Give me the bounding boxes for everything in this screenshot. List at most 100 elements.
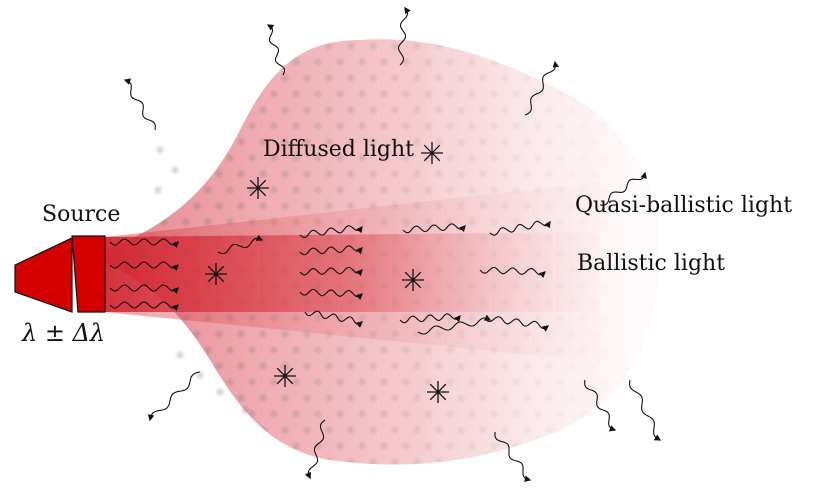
- scatter-dot: [400, 408, 412, 420]
- scatter-dot: [543, 104, 555, 116]
- scatter-dot: [565, 168, 577, 180]
- scatter-dot: [477, 424, 489, 436]
- scatter-dot: [345, 360, 357, 372]
- scatter-dot: [268, 184, 280, 196]
- scatter-dot: [455, 168, 467, 180]
- wavy-arrow-icon: [109, 261, 179, 272]
- source-aperture-icon: [71, 235, 106, 313]
- scatter-dot: [367, 136, 379, 148]
- wavy-arrow-icon: [109, 301, 179, 312]
- scatter-dot: [180, 216, 192, 228]
- scatter-dot: [246, 56, 258, 68]
- scatter-dot: [554, 56, 566, 68]
- scatter-dot: [466, 440, 478, 452]
- scatter-dot: [290, 56, 302, 68]
- scatter-dot: [455, 456, 467, 465]
- scatter-dot: [246, 152, 258, 164]
- scatter-dot: [268, 152, 280, 164]
- scatter-dot: [477, 360, 489, 372]
- scatter-dot: [345, 200, 357, 212]
- scatter-dot: [191, 136, 203, 148]
- scatter-dot: [499, 456, 511, 465]
- scatter-dot: [356, 88, 368, 100]
- scatter-dot: [180, 408, 192, 420]
- scatter-dot: [565, 424, 577, 436]
- scatter-dot: [488, 184, 500, 196]
- scatter-dot: [191, 200, 203, 212]
- scatter-dot: [323, 72, 335, 84]
- scatter-dot: [169, 424, 181, 436]
- scatter-dot: [378, 440, 390, 452]
- scatter-dot: [235, 200, 247, 212]
- scatter-dot: [499, 40, 511, 52]
- scatter-dot: [521, 40, 533, 52]
- scatter-dot: [202, 56, 214, 68]
- scatter-dot: [532, 440, 544, 452]
- scatter-dot: [598, 88, 610, 100]
- scatter-dot: [356, 408, 368, 420]
- scatter-dot: [125, 328, 137, 340]
- wavy-arrow-icon: [147, 371, 201, 422]
- scatter-dot: [334, 408, 346, 420]
- scatter-dot: [389, 424, 401, 436]
- scatter-dot: [147, 40, 159, 52]
- scatter-dot: [235, 168, 247, 180]
- scatter-dot: [114, 152, 126, 164]
- scatter-dot: [510, 408, 522, 420]
- scatter-dot: [312, 184, 324, 196]
- scatter-dot: [411, 72, 423, 84]
- scatter-dot: [301, 168, 313, 180]
- scatter-dot: [235, 104, 247, 116]
- scatter-dot: [576, 152, 588, 164]
- scatter-dot: [137, 25, 148, 36]
- scatter-dot: [147, 328, 159, 340]
- scatter-dot: [279, 424, 291, 436]
- scatter-dot: [488, 120, 500, 132]
- scatter-dot: [257, 200, 269, 212]
- scatter-dot: [312, 56, 324, 68]
- scatter-dot: [169, 40, 181, 52]
- scatter-dot: [576, 408, 588, 420]
- scatter-dot: [136, 440, 148, 452]
- scatter-dot: [224, 408, 236, 420]
- scatter-dot: [334, 184, 346, 196]
- scatter-dot: [499, 104, 511, 116]
- scatter-dot: [323, 200, 335, 212]
- scatter-dot: [598, 120, 610, 132]
- scatter-dot: [158, 216, 170, 228]
- scatter-dot: [345, 456, 357, 465]
- scatter-dot: [279, 456, 291, 465]
- scatter-dot: [356, 184, 368, 196]
- scatter-dot: [466, 120, 478, 132]
- scatter-dot: [378, 408, 390, 420]
- scatter-dot: [466, 56, 478, 68]
- wavy-arrow-icon: [584, 379, 617, 432]
- scatter-dot: [598, 152, 610, 164]
- scatter-dot: [411, 424, 423, 436]
- scatter-dot: [543, 40, 555, 52]
- scatter-dot: [378, 344, 390, 356]
- scatter-dot: [587, 424, 599, 436]
- scatter-dot: [213, 104, 225, 116]
- scatter-dot: [202, 216, 214, 228]
- wavy-arrow-icon: [266, 24, 286, 76]
- scatter-dot: [422, 88, 434, 100]
- wavy-arrow-icon: [399, 313, 461, 324]
- scatter-dot: [246, 120, 258, 132]
- scatter-dot: [411, 168, 423, 180]
- scatter-dot: [136, 152, 148, 164]
- asterisk-icon: [274, 365, 296, 387]
- scatter-dot: [213, 200, 225, 212]
- scatter-dot: [246, 376, 258, 388]
- scatter-dot: [213, 168, 225, 180]
- scatter-dot: [257, 136, 269, 148]
- scatter-dot: [345, 104, 357, 116]
- scatter-dot: [312, 408, 324, 420]
- scatter-dot: [158, 344, 170, 356]
- scatter-dot: [477, 40, 489, 52]
- scatter-dot: [214, 386, 226, 398]
- scatter-dot: [312, 152, 324, 164]
- asterisk-icon: [421, 142, 443, 164]
- scatter-dot: [411, 40, 423, 52]
- scatter-dot: [510, 152, 522, 164]
